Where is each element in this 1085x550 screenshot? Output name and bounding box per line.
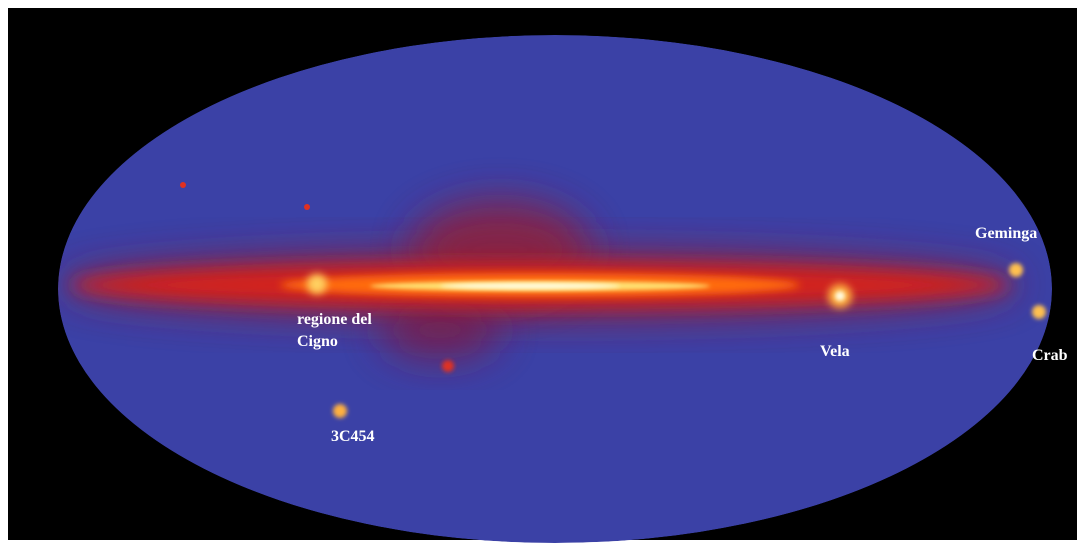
label: regione del [297,311,372,328]
sky-map: Geminga regione del Cigno Vela Crab 3C45… [0,0,1085,550]
all-sky [58,35,1052,543]
source [180,182,186,188]
source [307,274,327,294]
source [1032,305,1046,319]
source [835,291,845,301]
source [1009,263,1023,277]
label: 3C454 [331,428,375,445]
bulge [380,300,500,360]
band-core [440,283,620,289]
label: Vela [820,343,850,360]
label: Cigno [297,333,338,350]
label: Geminga [975,225,1037,242]
page: Geminga regione del Cigno Vela Crab 3C45… [0,0,1085,550]
source [442,360,454,372]
source [304,204,310,210]
label: Crab [1032,347,1068,364]
source [333,404,347,418]
